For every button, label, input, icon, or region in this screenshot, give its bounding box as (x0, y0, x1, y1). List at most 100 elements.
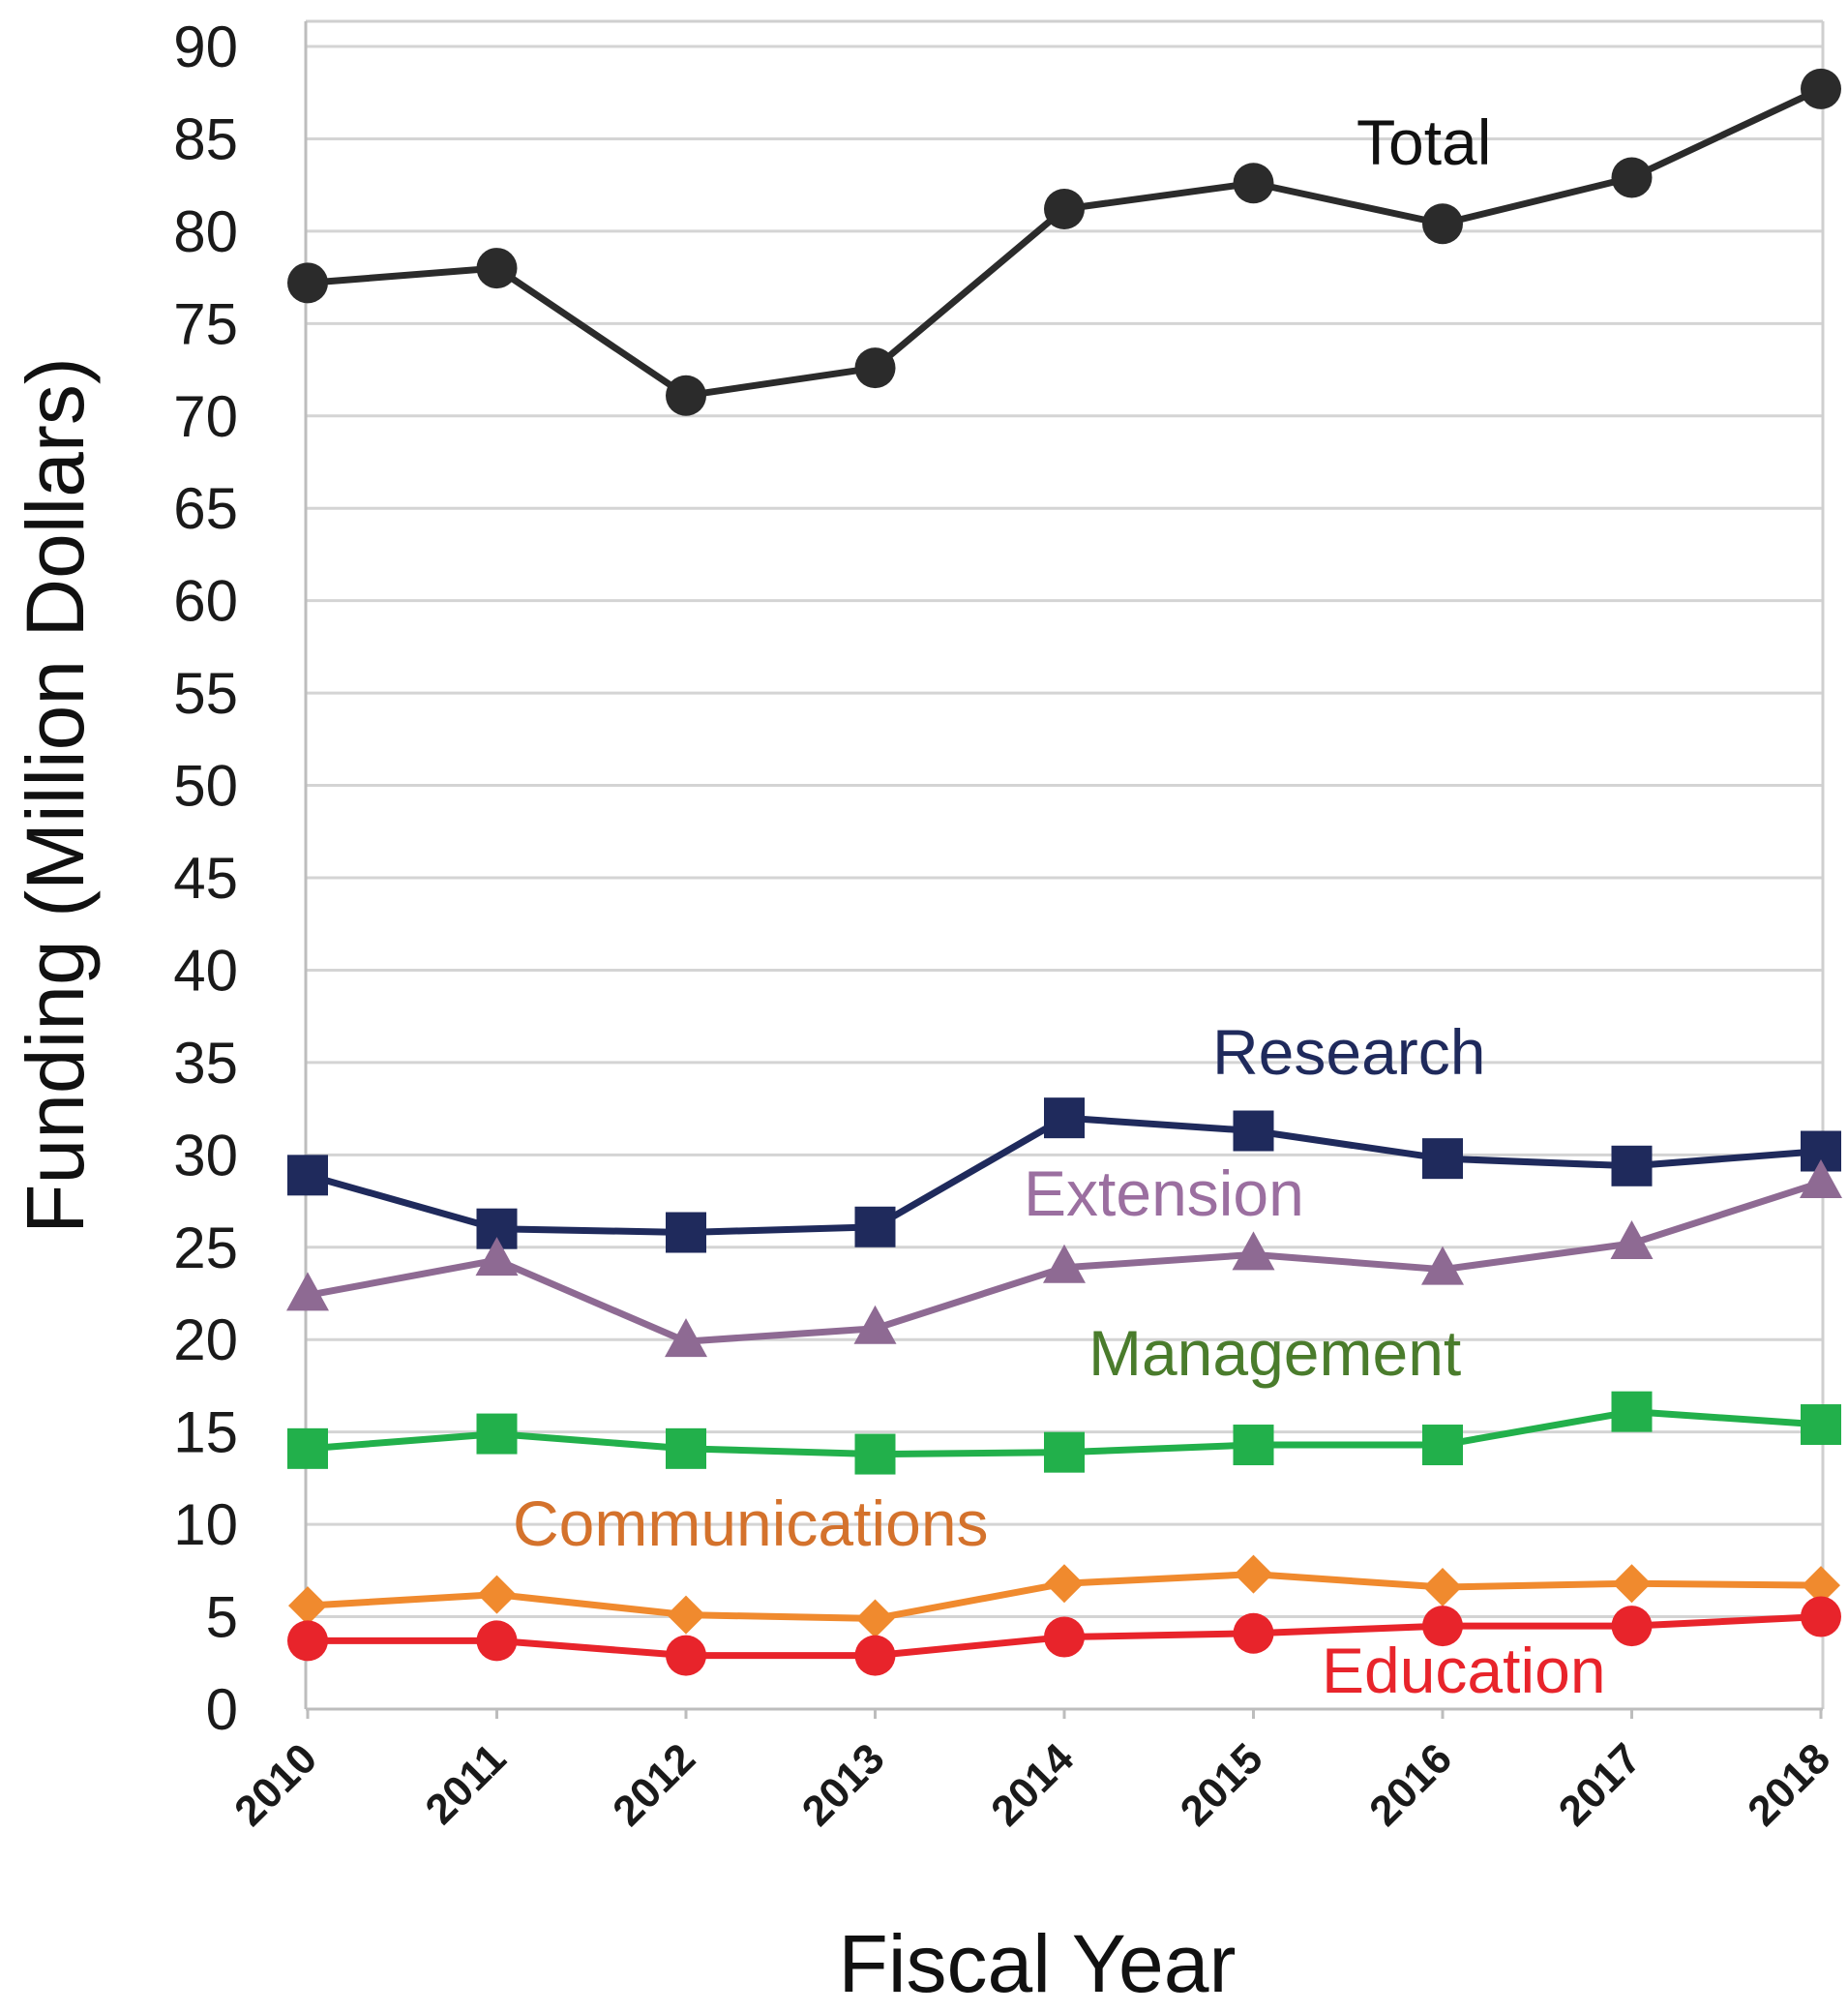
data-point-communications (1234, 1554, 1273, 1594)
data-point-education (287, 1620, 328, 1662)
data-point-research (1611, 1145, 1653, 1186)
data-point-education (1233, 1612, 1274, 1654)
data-point-extension (1610, 1219, 1654, 1259)
series-management (287, 1391, 1841, 1475)
data-point-extension (1421, 1246, 1464, 1285)
data-point-management (666, 1427, 706, 1469)
x-tick-label: 2016 (1360, 1734, 1461, 1835)
data-point-management (1233, 1425, 1274, 1466)
series-group (286, 68, 1842, 1676)
data-point-extension (286, 1272, 329, 1311)
y-tick-label: 15 (173, 1400, 238, 1465)
data-point-management (854, 1433, 896, 1475)
data-point-research (666, 1212, 706, 1253)
y-tick-label: 25 (173, 1216, 238, 1280)
series-label-education: Education (1322, 1635, 1606, 1706)
data-point-extension (1232, 1231, 1275, 1271)
x-tick-label: 2014 (982, 1734, 1083, 1835)
y-tick-label: 30 (173, 1123, 238, 1187)
y-tick-label: 55 (173, 661, 238, 726)
y-tick-label: 75 (173, 291, 238, 356)
gridlines (306, 45, 1823, 1619)
data-point-management (1422, 1425, 1463, 1466)
data-point-management (1611, 1391, 1653, 1432)
data-point-education (1801, 1596, 1841, 1637)
data-point-education (1044, 1616, 1085, 1658)
x-tick-label: 2012 (604, 1734, 704, 1835)
y-tick-label: 40 (173, 938, 238, 1003)
data-point-management (1044, 1431, 1085, 1473)
data-point-extension (1043, 1244, 1086, 1283)
data-point-total (1422, 203, 1463, 245)
data-point-total (1611, 157, 1653, 198)
series-label-management: Management (1088, 1317, 1461, 1389)
x-axis-ticks: 2010 2011 2012 2013 2014 2015 2016 2017 2018 (225, 1709, 1839, 1835)
data-point-extension (665, 1318, 707, 1358)
data-point-extension (1800, 1158, 1842, 1198)
series-research (287, 1097, 1841, 1253)
y-tick-label: 60 (173, 569, 238, 634)
series-labels: Total Research Extension Management Communic… (513, 106, 1606, 1706)
data-point-communications (1423, 1568, 1462, 1607)
y-axis-title: Funding (Million Dollars) (10, 357, 101, 1234)
data-point-communications (855, 1599, 895, 1638)
data-point-education (476, 1620, 518, 1662)
data-point-total (287, 262, 328, 304)
data-point-communications (288, 1586, 327, 1626)
data-point-communications (1612, 1564, 1652, 1604)
data-point-research (854, 1206, 896, 1247)
y-tick-label: 80 (173, 199, 238, 264)
data-point-management (1801, 1404, 1841, 1446)
x-axis-title: Fiscal Year (839, 1918, 1237, 2009)
y-tick-label: 10 (173, 1492, 238, 1557)
data-point-total (666, 375, 706, 416)
data-point-education (1611, 1606, 1653, 1647)
y-tick-label: 5 (206, 1585, 238, 1650)
series-label-communications: Communications (513, 1487, 989, 1559)
y-tick-label: 35 (173, 1031, 238, 1096)
y-tick-label: 20 (173, 1307, 238, 1372)
series-label-research: Research (1212, 1016, 1485, 1088)
y-tick-label: 50 (173, 754, 238, 819)
data-point-total (1044, 188, 1085, 229)
series-education (287, 1596, 1841, 1676)
y-tick-label: 85 (173, 106, 238, 171)
series-total (287, 68, 1841, 416)
data-point-management (287, 1427, 328, 1469)
series-communications (288, 1554, 1840, 1638)
data-point-education (666, 1635, 706, 1676)
data-point-education (1422, 1606, 1463, 1647)
y-tick-label: 45 (173, 846, 238, 911)
data-point-research (1422, 1138, 1463, 1180)
x-tick-label: 2013 (793, 1734, 894, 1835)
data-point-total (1233, 163, 1274, 204)
series-line-total (307, 85, 1823, 400)
x-tick-label: 2011 (416, 1734, 515, 1833)
data-point-research (1233, 1110, 1274, 1152)
data-point-research (1044, 1097, 1085, 1139)
data-point-education (854, 1635, 896, 1676)
data-point-management (476, 1413, 518, 1455)
data-point-extension (475, 1237, 519, 1276)
data-point-communications (1802, 1566, 1840, 1606)
data-point-total (476, 248, 518, 289)
data-point-communications (477, 1575, 517, 1614)
data-point-research (287, 1155, 328, 1196)
data-point-communications (667, 1595, 705, 1635)
x-tick-label: 2010 (225, 1734, 326, 1835)
x-tick-label: 2017 (1550, 1734, 1651, 1835)
y-tick-label: 90 (173, 15, 238, 79)
y-tick-label: 70 (173, 384, 238, 449)
data-point-total (854, 347, 896, 389)
x-tick-label: 2015 (1172, 1734, 1272, 1835)
y-axis-ticks: 0 5 10 15 20 25 30 35 40 45 50 55 60 65 70 75 80 85 90 (173, 15, 238, 1742)
data-point-extension (853, 1305, 897, 1344)
series-label-extension: Extension (1024, 1157, 1304, 1229)
data-point-total (1801, 68, 1841, 109)
y-tick-label: 65 (173, 476, 238, 541)
series-label-total: Total (1356, 106, 1491, 178)
x-tick-label: 2018 (1739, 1734, 1839, 1835)
y-tick-label: 0 (206, 1677, 238, 1742)
